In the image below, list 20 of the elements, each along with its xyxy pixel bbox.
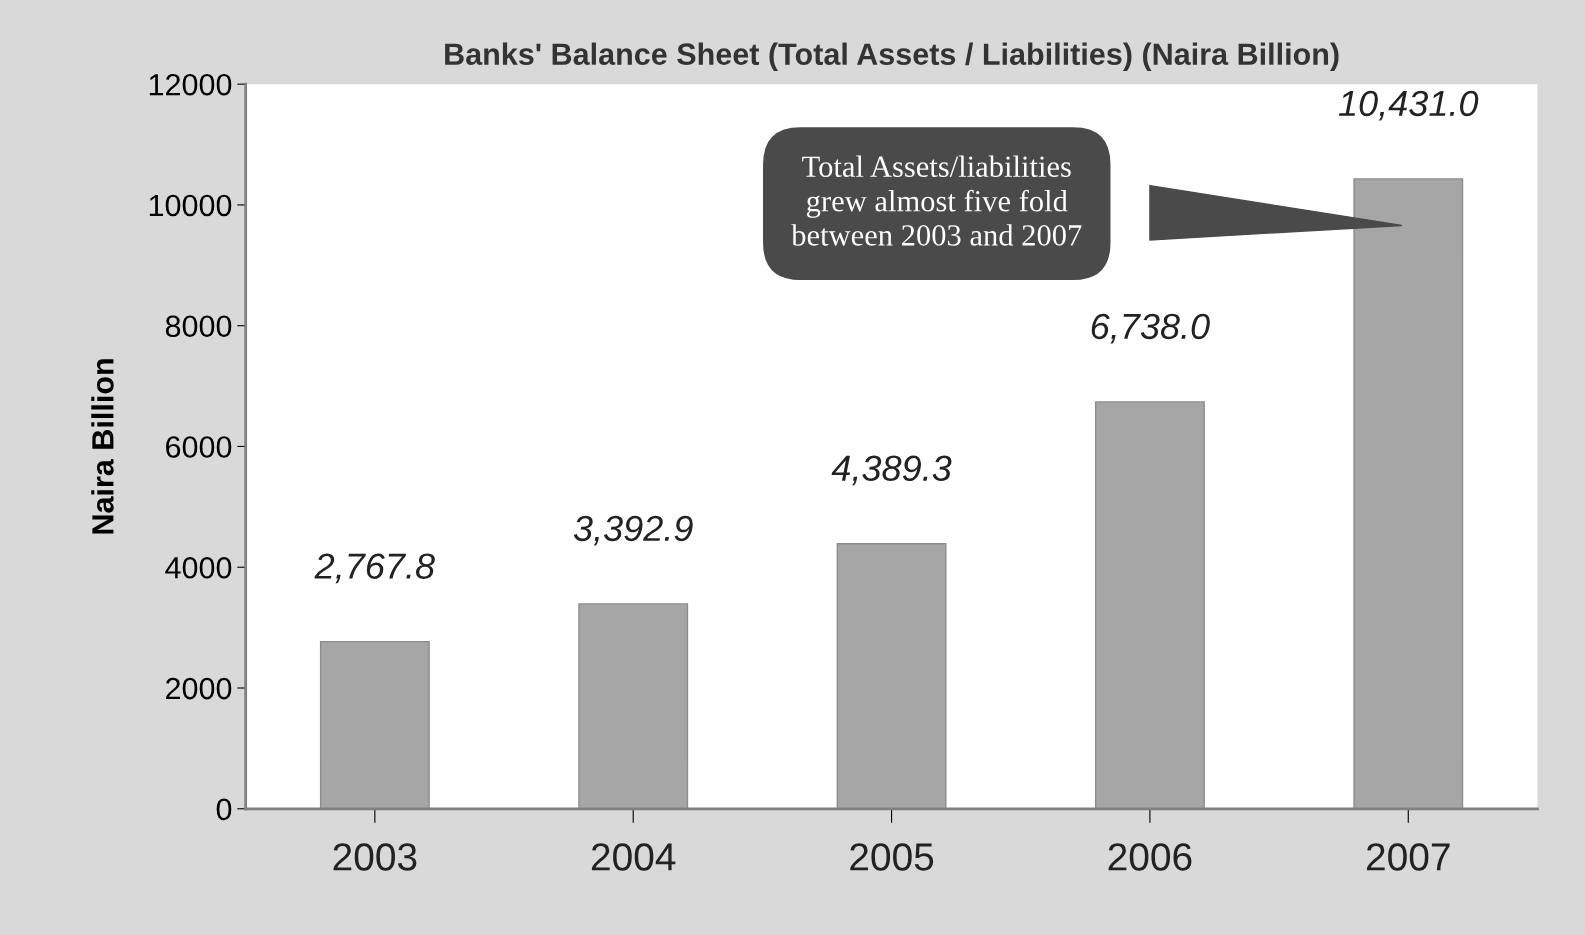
chart-title: Banks' Balance Sheet (Total Assets / Liabilities) (Naira Billion) xyxy=(445,42,1339,72)
x-tick-label: 2003 xyxy=(333,843,417,871)
data-label: 4,389.3 xyxy=(831,455,952,486)
y-tick-label: 0 xyxy=(216,798,232,821)
data-label: 2,767.8 xyxy=(314,553,435,584)
data-label: 10,431.0 xyxy=(1338,90,1479,121)
x-tick-label: 2005 xyxy=(850,843,934,871)
y-tick-label: 12000 xyxy=(149,73,232,96)
data-label: 3,392.9 xyxy=(573,515,693,546)
y-tick-label: 2000 xyxy=(166,677,232,700)
y-axis-title: Naira Billion xyxy=(91,359,114,534)
y-tick-label: 10000 xyxy=(149,194,232,217)
x-tick-label: 2004 xyxy=(591,843,676,871)
y-tick-label: 6000 xyxy=(166,436,232,458)
y-tick-label: 8000 xyxy=(165,315,232,338)
y-tick-label: 4000 xyxy=(165,556,232,579)
x-tick-label: 2006 xyxy=(1108,843,1192,871)
data-label: 6,738.0 xyxy=(1091,313,1210,344)
x-tick-label: 2007 xyxy=(1366,843,1450,871)
annotation: Total Assets/liabilities grew almost five fold between 2003 and 2007 xyxy=(791,155,1082,246)
